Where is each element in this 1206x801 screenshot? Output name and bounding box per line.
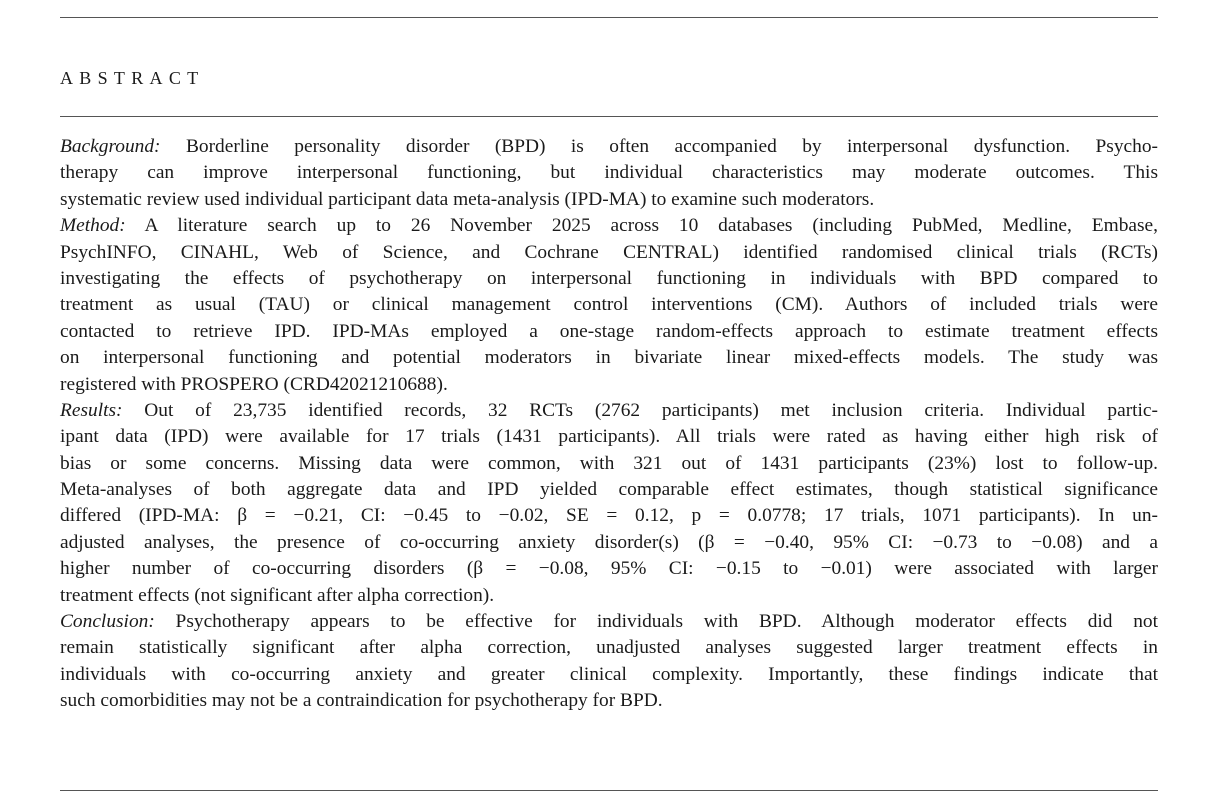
text-line: registered with PROSPERO (CRD42021210688… xyxy=(60,372,1158,398)
abstract-heading: ABSTRACT xyxy=(60,68,205,88)
abstract-paragraph-background: Background: Borderline personality disor… xyxy=(60,134,1158,213)
text-line: investigating the effects of psychothera… xyxy=(60,266,1158,292)
line-text: registered with PROSPERO (CRD42021210688… xyxy=(60,373,448,395)
line-text: treatment effects (not significant after… xyxy=(60,584,495,606)
text-line: treatment effects (not significant after… xyxy=(60,583,1158,609)
section-label: Results: xyxy=(60,399,123,421)
text-line: systematic review used individual partic… xyxy=(60,187,1158,213)
text-line: such comorbidities may not be a contrain… xyxy=(60,688,1158,714)
text-line: remain statistically significant after a… xyxy=(60,635,1158,661)
line-text: remain statistically significant after a… xyxy=(60,637,1158,659)
line-text: differed (IPD-MA: β = −0.21, CI: −0.45 t… xyxy=(60,505,1158,527)
line-text: contacted to retrieve IPD. IPD-MAs emplo… xyxy=(60,320,1158,342)
section-label: Conclusion: xyxy=(60,611,155,633)
top-divider xyxy=(60,17,1158,18)
line-text: Out of 23,735 identified records, 32 RCT… xyxy=(122,399,1158,421)
text-line: differed (IPD-MA: β = −0.21, CI: −0.45 t… xyxy=(60,503,1158,529)
text-line: Results: Out of 23,735 identified record… xyxy=(60,398,1158,424)
section-label: Background: xyxy=(60,136,161,157)
text-line: individuals with co-occurring anxiety an… xyxy=(60,662,1158,688)
line-text: therapy can improve interpersonal functi… xyxy=(60,162,1158,184)
line-text: A literature search up to 26 November 20… xyxy=(125,215,1158,237)
text-line: Background: Borderline personality disor… xyxy=(60,134,1158,160)
line-text: systematic review used individual partic… xyxy=(60,188,875,210)
section-label: Method: xyxy=(60,215,126,237)
line-text: PsychINFO, CINAHL, Web of Science, and C… xyxy=(60,241,1158,263)
text-line: ipant data (IPD) were available for 17 t… xyxy=(60,424,1158,450)
line-text: on interpersonal functioning and potenti… xyxy=(60,347,1158,369)
text-line: Conclusion: Psychotherapy appears to be … xyxy=(60,609,1158,635)
text-line: treatment as usual (TAU) or clinical man… xyxy=(60,292,1158,318)
text-line: higher number of co-occurring disorders … xyxy=(60,556,1158,582)
bottom-divider xyxy=(60,790,1158,791)
text-line: PsychINFO, CINAHL, Web of Science, and C… xyxy=(60,240,1158,266)
text-line: contacted to retrieve IPD. IPD-MAs emplo… xyxy=(60,319,1158,345)
abstract-paragraph-results: Results: Out of 23,735 identified record… xyxy=(60,398,1158,609)
line-text: Borderline personality disorder (BPD) is… xyxy=(160,136,1158,157)
heading-divider xyxy=(60,116,1158,117)
text-line: Method: A literature search up to 26 Nov… xyxy=(60,213,1158,239)
line-text: bias or some concerns. Missing data were… xyxy=(60,452,1158,474)
line-text: Psychotherapy appears to be effective fo… xyxy=(154,611,1158,633)
text-line: on interpersonal functioning and potenti… xyxy=(60,345,1158,371)
text-line: adjusted analyses, the presence of co-oc… xyxy=(60,530,1158,556)
line-text: Meta-analyses of both aggregate data and… xyxy=(60,479,1158,501)
line-text: higher number of co-occurring disorders … xyxy=(60,558,1158,580)
text-line: therapy can improve interpersonal functi… xyxy=(60,160,1158,186)
line-text: such comorbidities may not be a contrain… xyxy=(60,690,663,712)
line-text: ipant data (IPD) were available for 17 t… xyxy=(60,426,1158,448)
line-text: investigating the effects of psychothera… xyxy=(60,267,1158,289)
line-text: treatment as usual (TAU) or clinical man… xyxy=(60,294,1158,316)
abstract-paragraph-method: Method: A literature search up to 26 Nov… xyxy=(60,213,1158,398)
abstract-paragraph-conclusion: Conclusion: Psychotherapy appears to be … xyxy=(60,609,1158,715)
line-text: individuals with co-occurring anxiety an… xyxy=(60,663,1158,685)
text-line: Meta-analyses of both aggregate data and… xyxy=(60,477,1158,503)
abstract-body: Background: Borderline personality disor… xyxy=(60,134,1158,715)
text-line: bias or some concerns. Missing data were… xyxy=(60,451,1158,477)
line-text: adjusted analyses, the presence of co-oc… xyxy=(60,531,1158,553)
